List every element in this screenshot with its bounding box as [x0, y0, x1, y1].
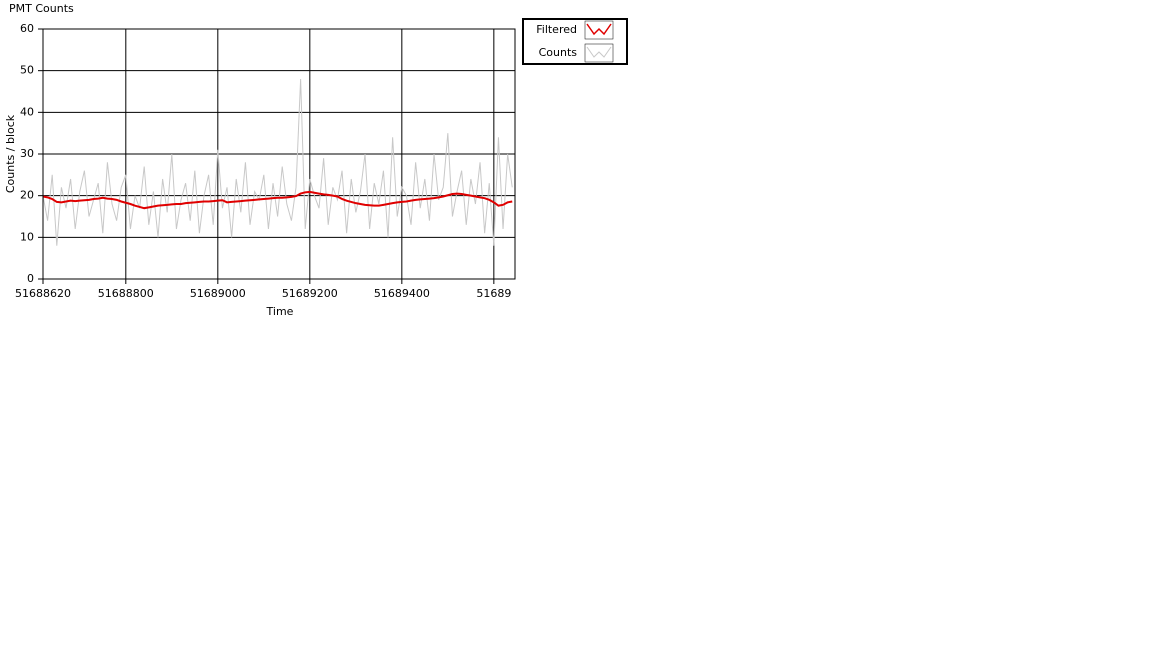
x-tick-label: 51689000 [190, 287, 246, 300]
x-tick-label: 51689 [476, 287, 511, 300]
legend-swatch [586, 46, 612, 58]
y-tick-label: 20 [20, 189, 34, 202]
y-tick-label: 60 [20, 22, 34, 35]
series-line [42, 78, 513, 246]
x-tick-label: 51688800 [98, 287, 154, 300]
chart-title: PMT Counts [9, 2, 74, 15]
legend-label: Counts [539, 46, 578, 59]
x-axis-label: Time [266, 305, 294, 318]
x-tick-label: 51689400 [374, 287, 430, 300]
y-axis-label: Counts / block [4, 114, 17, 193]
x-tick-label: 51688620 [15, 287, 71, 300]
x-tick-label: 51689200 [282, 287, 338, 300]
y-tick-label: 10 [20, 230, 34, 243]
series-line [42, 190, 513, 210]
legend-swatch-box [584, 43, 614, 63]
y-tick-label: 40 [20, 105, 34, 118]
plot-frame [42, 28, 516, 280]
y-tick-label: 30 [20, 147, 34, 160]
y-tick-label: 50 [20, 64, 34, 77]
y-tick-label: 0 [27, 272, 34, 285]
legend-swatch [586, 23, 612, 36]
legend-label: Filtered [536, 23, 577, 36]
